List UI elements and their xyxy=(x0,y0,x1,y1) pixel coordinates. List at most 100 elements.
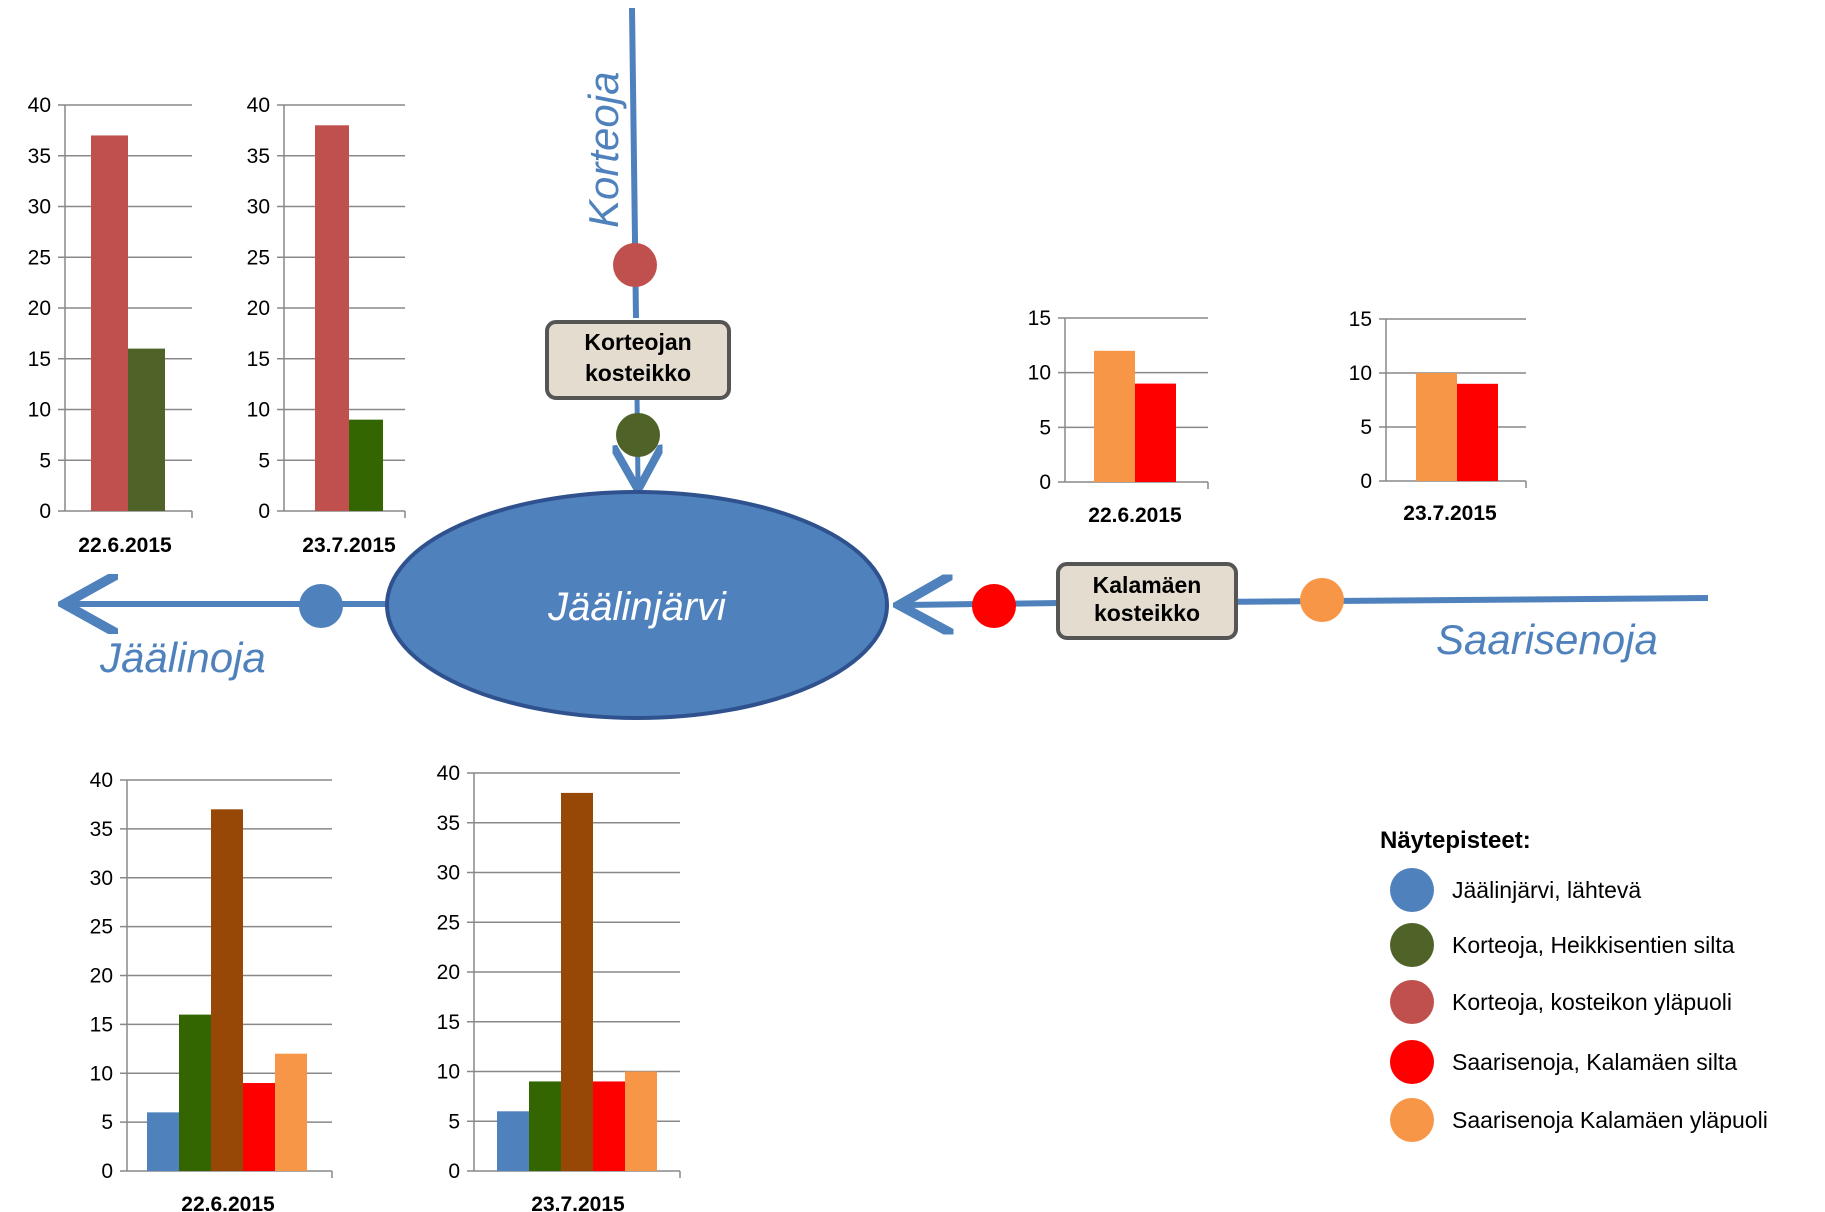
y-tick-label: 0 xyxy=(39,500,51,523)
y-tick-label: 20 xyxy=(437,961,460,984)
y-tick-label: 5 xyxy=(39,449,51,472)
y-tick-label: 30 xyxy=(247,196,270,219)
legend-item: Saarisenoja, Kalamäen silta xyxy=(1390,1040,1737,1084)
y-tick-label: 40 xyxy=(247,94,270,117)
y-tick-label: 20 xyxy=(90,965,113,988)
y-tick-label: 0 xyxy=(101,1160,113,1183)
legend-swatch xyxy=(1390,1098,1434,1142)
legend-item: Korteoja, Heikkisentien silta xyxy=(1390,923,1735,967)
bar xyxy=(561,792,593,1171)
x-category-label: 22.6.2015 xyxy=(1088,504,1182,527)
y-tick-label: 5 xyxy=(448,1110,460,1133)
y-tick-label: 40 xyxy=(28,94,51,117)
chart-all-1: 0 5 10 15 20 25 30 35 40 22.6.2015 xyxy=(90,769,333,1212)
y-tick-label: 25 xyxy=(28,246,51,269)
bar xyxy=(211,809,243,1171)
y-tick-label: 10 xyxy=(437,1061,460,1084)
y-tick-label: 35 xyxy=(90,818,113,841)
y-tick-label: 10 xyxy=(28,399,51,422)
y-tick-label: 15 xyxy=(1349,308,1372,331)
y-tick-label: 30 xyxy=(437,862,460,885)
bar xyxy=(1094,350,1135,482)
y-tick-label: 0 xyxy=(1360,470,1372,493)
y-tick-label: 10 xyxy=(1028,362,1051,385)
saarisenoja-stream xyxy=(1209,595,1709,605)
charts: 0 5 10 15 20 25 30 35 40 22.6.2015 0 5 10 15 20 25 30 35 4… xyxy=(28,94,1527,1212)
y-tick-label: 30 xyxy=(28,196,51,219)
legend-swatch xyxy=(1390,980,1434,1024)
kalamaki-wetland-line1: Kalamäen xyxy=(1093,572,1202,598)
korteoja-wetland-line2: kosteikko xyxy=(585,360,691,386)
y-tick-label: 0 xyxy=(448,1160,460,1183)
legend-item: Saarisenoja Kalamäen yläpuoli xyxy=(1390,1098,1768,1142)
y-tick-label: 15 xyxy=(437,1011,460,1034)
lake-jaalinjarvi xyxy=(385,490,889,720)
y-tick-label: 40 xyxy=(90,769,113,792)
legend-label: Saarisenoja Kalamäen yläpuoli xyxy=(1452,1107,1768,1133)
y-tick-label: 5 xyxy=(1360,416,1372,439)
jaalinoja-label: Jäälinoja xyxy=(99,634,266,681)
y-tick-label: 5 xyxy=(101,1111,113,1134)
y-tick-label: 25 xyxy=(437,911,460,934)
legend-swatch xyxy=(1390,923,1434,967)
chart-saari-1: 0 5 10 15 22.6.2015 xyxy=(1028,307,1209,527)
bar xyxy=(1457,383,1498,481)
legend-swatch xyxy=(1390,1040,1434,1084)
y-tick-label: 25 xyxy=(90,916,113,939)
y-tick-label: 10 xyxy=(247,399,270,422)
river-map: Korteoja Jäälinoja Saarisenoja Jäälinjär… xyxy=(70,7,1709,720)
y-tick-label: 35 xyxy=(28,145,51,168)
x-category-label: 23.7.2015 xyxy=(1403,502,1497,525)
legend-swatch xyxy=(1390,868,1434,912)
lake-label: Jäälinjärvi xyxy=(547,585,727,629)
legend-label: Korteoja, Heikkisentien silta xyxy=(1452,932,1735,958)
y-tick-label: 20 xyxy=(247,297,270,320)
bar xyxy=(625,1071,657,1171)
korteoja-label: Korteoja xyxy=(580,72,627,228)
chart-korte-1: 0 5 10 15 20 25 30 35 40 22.6.2015 xyxy=(28,94,193,557)
y-tick-label: 35 xyxy=(247,145,270,168)
y-tick-label: 0 xyxy=(258,500,270,523)
y-tick-label: 15 xyxy=(90,1013,113,1036)
y-tick-label: 30 xyxy=(90,867,113,890)
legend-label: Korteoja, kosteikon yläpuoli xyxy=(1452,989,1732,1015)
bar xyxy=(147,1112,179,1171)
saarisenoja-label: Saarisenoja xyxy=(1436,616,1658,663)
x-category-label: 23.7.2015 xyxy=(531,1193,625,1212)
sample-point-jaalinjarvi-outflow xyxy=(299,584,343,628)
bar xyxy=(1416,373,1457,481)
bar xyxy=(275,1053,307,1171)
bar xyxy=(179,1014,211,1171)
sample-point-korteoja-upstream xyxy=(613,243,657,287)
chart-korte-2: 0 5 10 15 20 25 30 35 40 23.7.2015 xyxy=(247,94,406,557)
x-category-label: 22.6.2015 xyxy=(78,534,172,557)
y-tick-label: 5 xyxy=(258,449,270,472)
y-tick-label: 0 xyxy=(1039,471,1051,494)
x-category-label: 22.6.2015 xyxy=(181,1193,275,1212)
y-tick-label: 10 xyxy=(90,1062,113,1085)
kalamaki-wetland-line2: kosteikko xyxy=(1094,600,1200,626)
chart-saari-2: 0 5 10 15 23.7.2015 xyxy=(1349,308,1527,525)
legend-item: Jäälinjärvi, lähtevä xyxy=(1390,868,1641,912)
legend: Näytepisteet: Jäälinjärvi, lähtevä Korteo… xyxy=(1380,827,1768,1142)
bar xyxy=(128,348,165,511)
bar xyxy=(497,1111,529,1171)
y-tick-label: 15 xyxy=(1028,307,1051,330)
x-category-label: 23.7.2015 xyxy=(302,534,396,557)
chart-all-2: 0 5 10 15 20 25 30 35 40 23.7.2015 xyxy=(437,762,681,1212)
bar xyxy=(243,1083,275,1171)
bar xyxy=(529,1081,561,1171)
korteoja-wetland: Korteojan kosteikko xyxy=(545,320,731,400)
sample-point-kalamaki-upstream xyxy=(1300,578,1344,622)
y-tick-label: 15 xyxy=(28,348,51,371)
bar xyxy=(91,135,128,511)
y-tick-label: 40 xyxy=(437,762,460,785)
y-tick-label: 10 xyxy=(1349,362,1372,385)
bar xyxy=(349,419,383,511)
bar xyxy=(593,1081,625,1171)
y-tick-label: 15 xyxy=(247,348,270,371)
korteoja-wetland-line1: Korteojan xyxy=(584,329,691,355)
bar xyxy=(315,125,349,512)
legend-label: Saarisenoja, Kalamäen silta xyxy=(1452,1049,1737,1075)
